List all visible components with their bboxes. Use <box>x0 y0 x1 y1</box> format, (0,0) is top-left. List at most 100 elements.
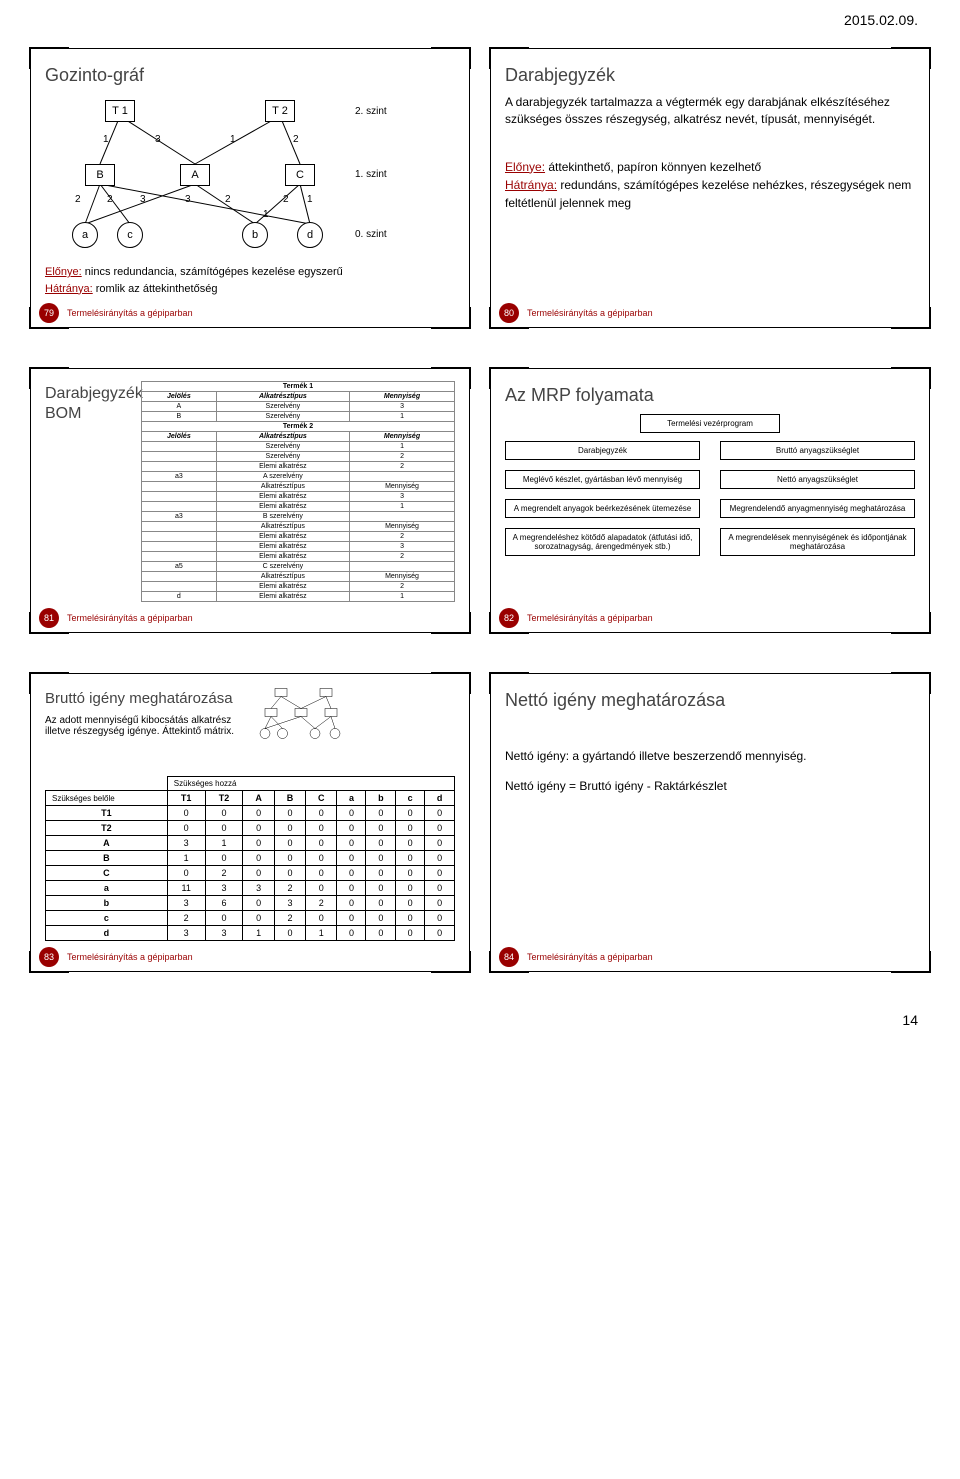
corner-accent <box>891 951 931 973</box>
edge-label: 2 <box>75 194 81 205</box>
mrp-grid: Darabjegyzék Bruttó anyagszükséglet Megl… <box>505 441 915 556</box>
slide-title: Darabjegyzék <box>505 65 915 86</box>
graph-node: c <box>117 222 143 248</box>
corner-accent <box>431 47 471 69</box>
graph-node: B <box>85 164 115 186</box>
corner-accent <box>431 672 471 694</box>
body-text: Nettó igény: a gyártandó illetve beszerz… <box>505 749 915 763</box>
footer-text: Termelésirányítás a gépiparban <box>527 952 653 962</box>
slide-footer: 81 Termelésirányítás a gépiparban <box>39 608 193 628</box>
corner-accent <box>431 612 471 634</box>
bom-table: Termék 1JelölésAlkatrésztípusMennyiségAS… <box>141 381 455 602</box>
edge-label: 2 <box>283 194 289 205</box>
footer-text: Termelésirányítás a gépiparban <box>527 308 653 318</box>
mini-graph <box>255 686 355 731</box>
slide-footer: 84 Termelésirányítás a gépiparban <box>499 947 653 967</box>
disadvantage-text: romlik az áttekinthetőség <box>93 283 218 295</box>
corner-accent <box>489 672 529 694</box>
graph-node: A <box>180 164 210 186</box>
slide-82: Az MRP folyamata Termelési vezérprogram … <box>490 368 930 633</box>
slide-title: Gozinto-gráf <box>45 65 455 86</box>
corner-accent <box>891 367 931 389</box>
edge-label: 1 <box>230 134 236 145</box>
mrp-box: Termelési vezérprogram <box>640 414 780 433</box>
level-label: 0. szint <box>355 229 387 240</box>
mrp-box: Bruttó anyagszükséglet <box>720 441 915 460</box>
edge-label: 1 <box>263 209 269 220</box>
level-label: 1. szint <box>355 169 387 180</box>
footer-text: Termelésirányítás a gépiparban <box>67 613 193 623</box>
body-text: Az adott mennyiségű kibocsátás alkatrész… <box>45 715 247 737</box>
corner-accent <box>891 612 931 634</box>
header-date: 2015.02.09. <box>12 12 948 28</box>
slide-number: 82 <box>499 608 519 628</box>
mrp-box: Nettó anyagszükséglet <box>720 470 915 489</box>
slide-number: 83 <box>39 947 59 967</box>
corner-accent <box>489 367 529 389</box>
edge-label: 3 <box>185 194 191 205</box>
corner-accent <box>29 367 69 389</box>
slide-footer: 80 Termelésirányítás a gépiparban <box>499 303 653 323</box>
advantage-label: Előnye: <box>45 266 82 278</box>
slide-80: Darabjegyzék A darabjegyzék tartalmazza … <box>490 48 930 328</box>
advantage-text: nincs redundancia, számítógépes kezelése… <box>82 266 343 278</box>
disadvantage-label: Hátránya: <box>45 283 93 295</box>
pro-con: Előnye: áttekinthető, papíron könnyen ke… <box>505 158 915 212</box>
advantage-label: Előnye: <box>505 160 545 174</box>
slide-81: Darabjegyzék BOM Termék 1JelölésAlkatrés… <box>30 368 470 633</box>
corner-accent <box>431 951 471 973</box>
slide-title: Bruttó igény meghatározása <box>45 690 247 707</box>
edge-label: 1 <box>307 194 313 205</box>
slide-row-1: Gozinto-gráf T 1 T 2 B A C a c b d 1 <box>12 48 948 328</box>
slide-number: 81 <box>39 608 59 628</box>
slide-83: Bruttó igény meghatározása Az adott menn… <box>30 673 470 972</box>
slide-row-3: Bruttó igény meghatározása Az adott menn… <box>12 673 948 972</box>
mrp-box: A megrendelések mennyiségének és időpont… <box>720 528 915 556</box>
edge-label: 3 <box>155 134 161 145</box>
footer-text: Termelésirányítás a gépiparban <box>67 952 193 962</box>
edge-label: 2 <box>107 194 113 205</box>
slide-title: Nettó igény meghatározása <box>505 690 915 711</box>
mrp-box: A megrendelt anyagok beérkezésének üteme… <box>505 499 700 518</box>
edge-label: 2 <box>293 134 299 145</box>
corner-accent <box>489 47 529 69</box>
advantage-text: áttekinthető, papíron könnyen kezelhető <box>545 160 761 174</box>
slide-footer: 83 Termelésirányítás a gépiparban <box>39 947 193 967</box>
mrp-box: A megrendeléshez kötődő alapadatok (átfu… <box>505 528 700 556</box>
formula-text: Nettó igény = Bruttó igény - Raktárkészl… <box>505 779 915 793</box>
corner-accent <box>431 307 471 329</box>
graph-node: b <box>242 222 268 248</box>
graph-node: C <box>285 164 315 186</box>
slide-84: Nettó igény meghatározása Nettó igény: a… <box>490 673 930 972</box>
slide-row-2: Darabjegyzék BOM Termék 1JelölésAlkatrés… <box>12 368 948 633</box>
graph-node: T 2 <box>265 100 295 122</box>
disadvantage-label: Hátránya: <box>505 178 557 192</box>
edge-label: 1 <box>103 134 109 145</box>
level-label: 2. szint <box>355 106 387 117</box>
pro-con: Előnye: nincs redundancia, számítógépes … <box>45 264 455 297</box>
edge-label: 3 <box>140 194 146 205</box>
graph-node: T 1 <box>105 100 135 122</box>
corner-accent <box>29 47 69 69</box>
slide-footer: 79 Termelésirányítás a gépiparban <box>39 303 193 323</box>
graph-node: d <box>297 222 323 248</box>
slide-subtitle: BOM <box>45 405 135 423</box>
slide-79: Gozinto-gráf T 1 T 2 B A C a c b d 1 <box>30 48 470 328</box>
slide-footer: 82 Termelésirányítás a gépiparban <box>499 608 653 628</box>
mrp-box: Meglévő készlet, gyártásban lévő mennyis… <box>505 470 700 489</box>
mini-graph-svg <box>255 686 355 746</box>
footer-text: Termelésirányítás a gépiparban <box>527 613 653 623</box>
disadvantage-text: redundáns, számítógépes kezelése nehézke… <box>505 178 911 210</box>
mrp-box: Darabjegyzék <box>505 441 700 460</box>
requirements-matrix: Szükséges hozzáSzükséges belőleT1T2ABCab… <box>45 776 455 941</box>
corner-accent <box>891 307 931 329</box>
body-text: A darabjegyzék tartalmazza a végtermék e… <box>505 94 915 128</box>
corner-accent <box>29 672 69 694</box>
slide-number: 79 <box>39 303 59 323</box>
mrp-box: Megrendelendő anyagmennyiség meghatározá… <box>720 499 915 518</box>
gozinto-graph: T 1 T 2 B A C a c b d 1 3 1 2 2 2 3 3 2 … <box>45 94 455 264</box>
slide-number: 84 <box>499 947 519 967</box>
edge-label: 2 <box>225 194 231 205</box>
corner-accent <box>891 672 931 694</box>
footer-text: Termelésirányítás a gépiparban <box>67 308 193 318</box>
